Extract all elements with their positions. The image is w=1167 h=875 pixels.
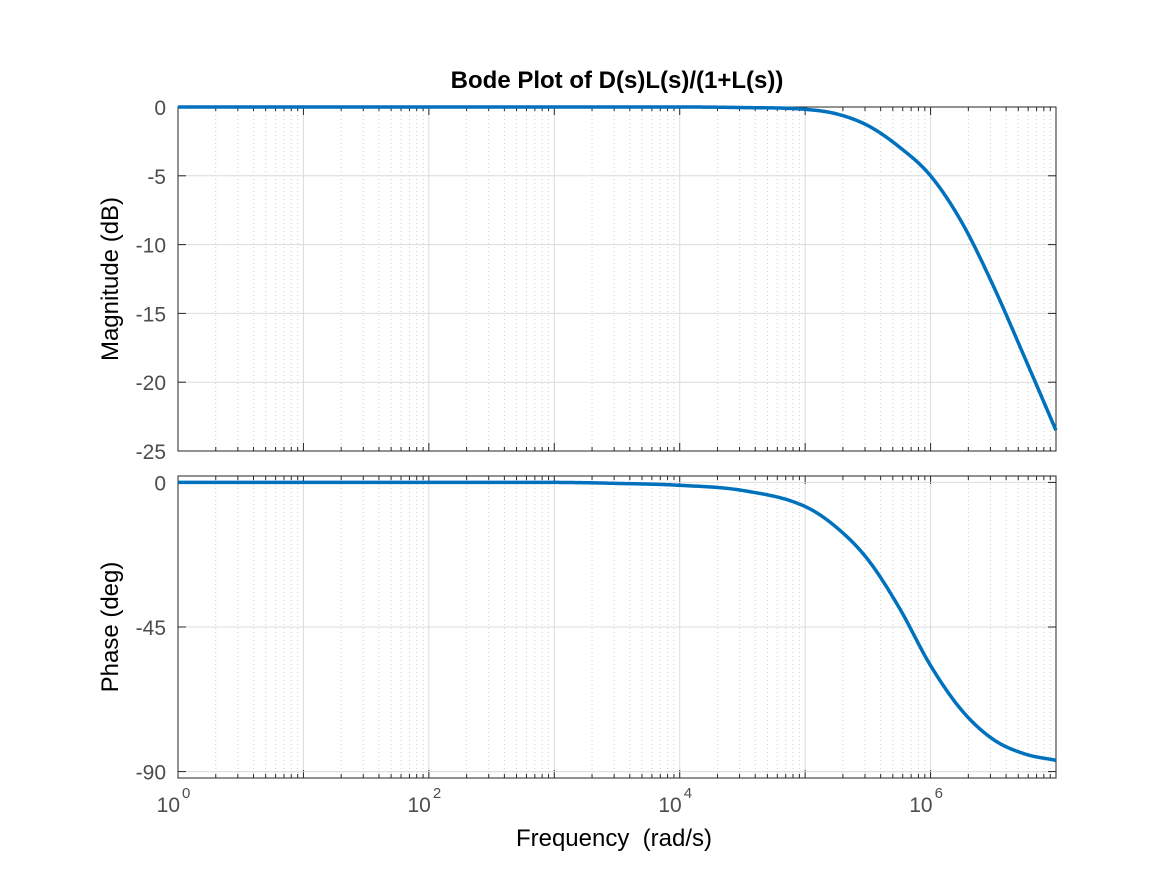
magnitude-y-tick-label: -20: [136, 372, 166, 395]
x-tick-exponent: 4: [684, 785, 692, 802]
magnitude-y-tick-label: 0: [154, 97, 166, 120]
phase-y-ticks: 0 -45 -90: [136, 472, 166, 784]
phase-y-tick-label: -90: [136, 762, 166, 785]
magnitude-grid: [177, 106, 1057, 452]
x-tick-base: 10: [909, 794, 932, 817]
magnitude-curve: [178, 105, 1058, 432]
magnitude-y-ticks: 0 -5 -10 -15 -20 -25: [136, 97, 166, 464]
phase-series: [178, 480, 1057, 763]
x-tick-exponent: 2: [433, 785, 441, 802]
magnitude-y-tick-label: -15: [136, 303, 166, 326]
x-tick-exponent: 6: [935, 785, 943, 802]
magnitude-axes: 0 -5 -10 -15 -20 -25 Magnitude (dB): [97, 97, 1058, 464]
phase-y-tick-label: -45: [136, 617, 166, 640]
phase-y-axis-label: Phase (deg): [97, 562, 124, 693]
x-tick-label: 104: [658, 785, 692, 817]
magnitude-series: [178, 105, 1058, 432]
magnitude-y-tick-label: -25: [136, 441, 166, 464]
x-tick-exponent: 0: [182, 785, 190, 802]
x-tick-base: 10: [157, 794, 180, 817]
x-axis-label: Frequency (rad/s): [516, 825, 712, 852]
magnitude-y-tick-label: -10: [136, 235, 166, 258]
x-tick-label: 106: [909, 785, 943, 817]
magnitude-y-axis-label: Magnitude (dB): [97, 197, 124, 361]
phase-axes-box: [177, 475, 1057, 779]
x-tick-base: 10: [407, 794, 430, 817]
magnitude-axes-box: [177, 106, 1057, 452]
x-tick-label: 102: [407, 785, 441, 817]
x-tick-label: 100: [157, 785, 191, 817]
x-tick-base: 10: [658, 794, 681, 817]
phase-axes: 0 -45 -90 Phase (deg): [97, 472, 1057, 785]
magnitude-y-tick-label: -5: [147, 166, 166, 189]
phase-grid: [177, 476, 1057, 778]
phase-y-tick-label: 0: [154, 472, 166, 495]
phase-curve: [178, 480, 1057, 763]
chart-title: Bode Plot of D(s)L(s)/(1+L(s)): [451, 67, 784, 94]
